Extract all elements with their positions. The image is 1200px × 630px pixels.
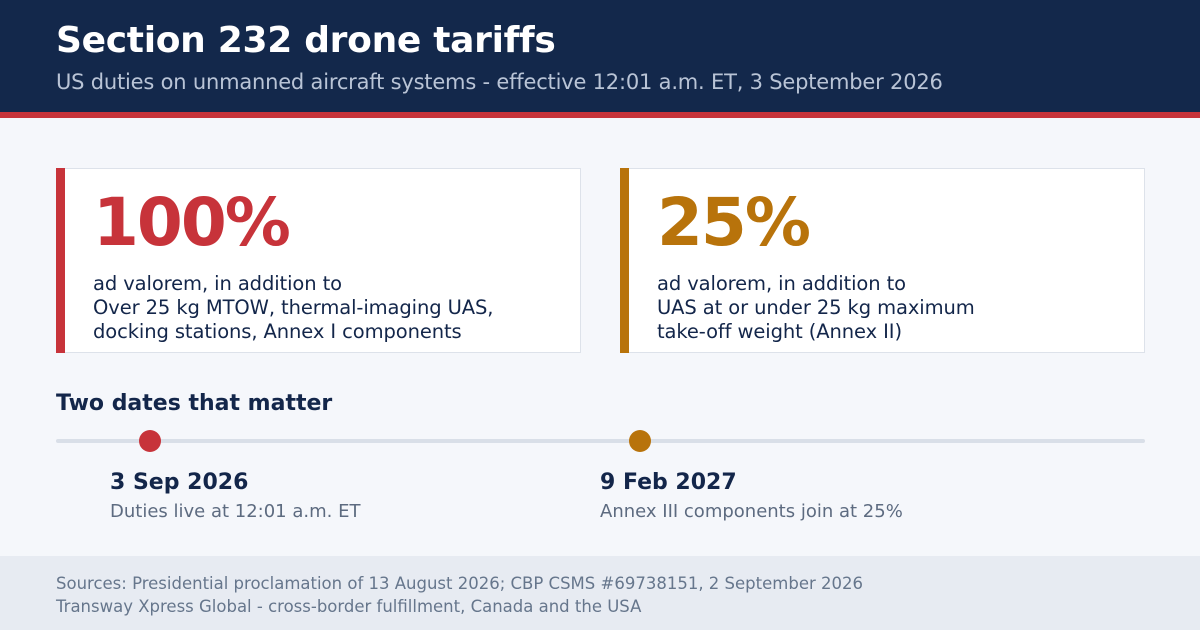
timeline-event-date: 9 Feb 2027 [600, 470, 737, 495]
card-accent-bar [56, 168, 65, 353]
tariff-scope-line: docking stations, Annex I components [93, 320, 462, 343]
footer-company: Transway Xpress Global - cross-border fu… [56, 597, 642, 616]
timeline-track [56, 439, 1145, 443]
tariff-scope-line: Over 25 kg MTOW, thermal-imaging UAS, [93, 296, 494, 319]
timeline-event-description: Duties live at 12:01 a.m. ET [110, 501, 361, 522]
timeline-heading: Two dates that matter [56, 391, 333, 416]
card-accent-bar [620, 168, 629, 353]
timeline-marker [629, 430, 651, 452]
tariff-rate: 25% [657, 184, 811, 261]
timeline-marker [139, 430, 161, 452]
header-banner: Section 232 drone tariffs US duties on u… [0, 0, 1200, 112]
footer-sources: Sources: Presidential proclamation of 13… [56, 574, 863, 593]
tariff-basis: ad valorem, in addition to [657, 272, 906, 295]
tariff-scope-line: UAS at or under 25 kg maximum [657, 296, 975, 319]
page-title: Section 232 drone tariffs [56, 20, 556, 61]
tariff-rate: 100% [93, 184, 291, 261]
timeline-event-description: Annex III components join at 25% [600, 501, 903, 522]
tariff-basis: ad valorem, in addition to [93, 272, 342, 295]
page-subtitle: US duties on unmanned aircraft systems -… [56, 70, 943, 94]
tariff-scope-line: take-off weight (Annex II) [657, 320, 902, 343]
footer: Sources: Presidential proclamation of 13… [0, 556, 1200, 630]
header-divider [0, 112, 1200, 118]
tariff-card-25: 25% ad valorem, in addition to UAS at or… [620, 168, 1145, 353]
tariff-card-100: 100% ad valorem, in addition to Over 25 … [56, 168, 581, 353]
timeline-event-date: 3 Sep 2026 [110, 470, 249, 495]
